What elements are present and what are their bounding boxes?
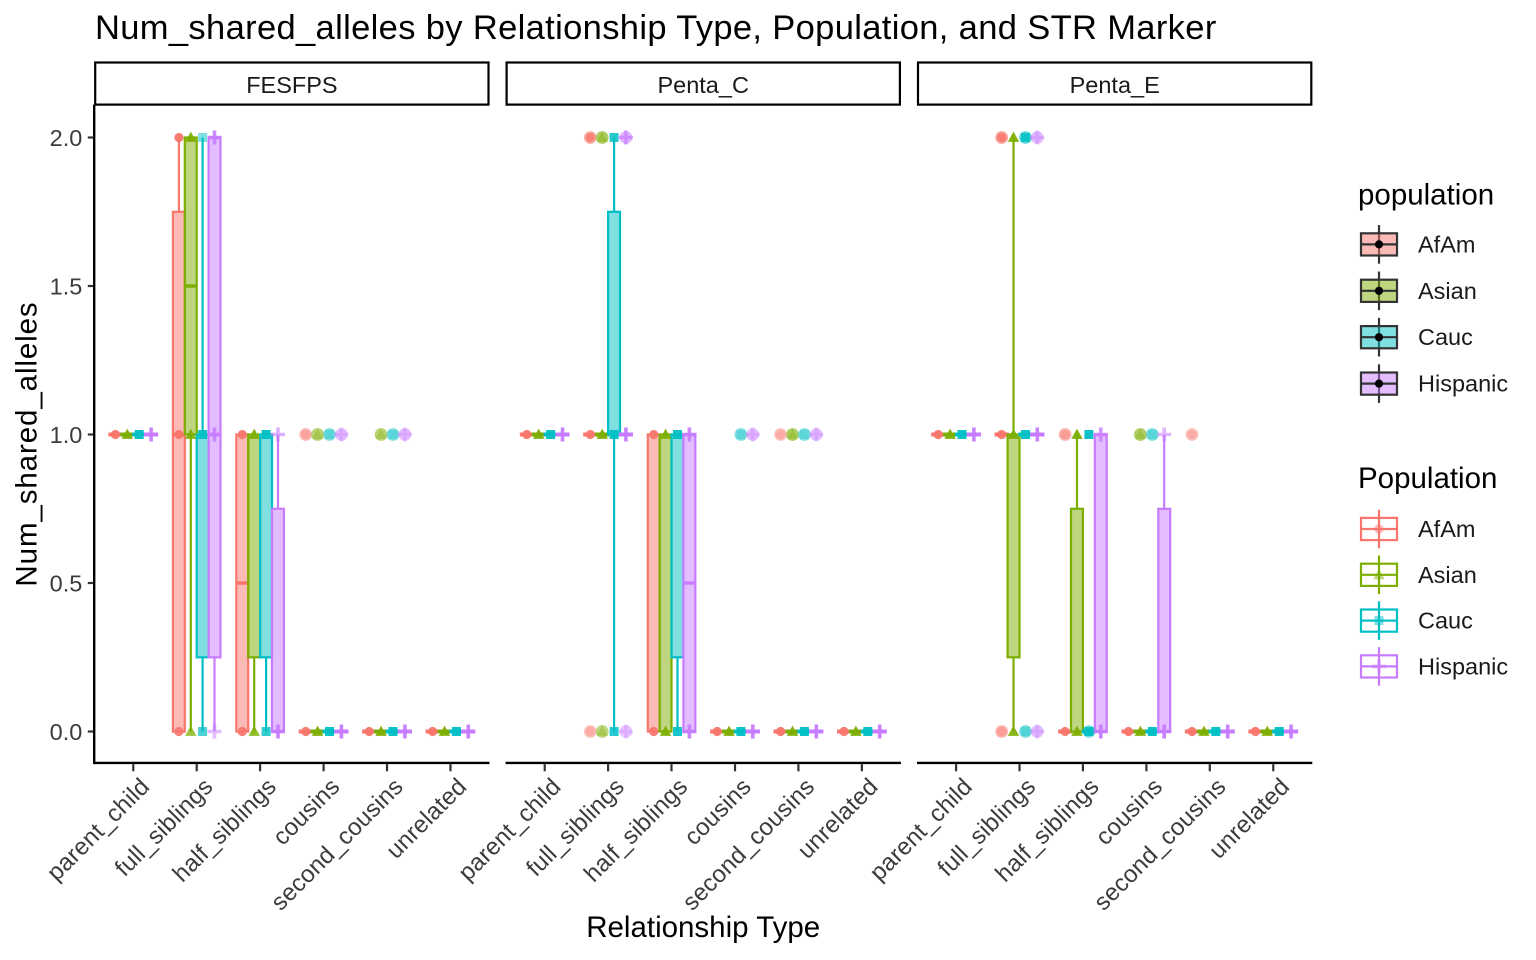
svg-text:Asian: Asian — [1418, 278, 1477, 304]
svg-text:0.5: 0.5 — [50, 570, 83, 596]
svg-text:Relationship Type: Relationship Type — [586, 911, 820, 944]
svg-text:0.0: 0.0 — [50, 719, 83, 745]
svg-text:AfAm: AfAm — [1418, 516, 1475, 542]
svg-text:Cauc: Cauc — [1418, 324, 1473, 350]
svg-text:2.0: 2.0 — [50, 125, 83, 151]
svg-text:Asian: Asian — [1418, 562, 1477, 588]
svg-text:Penta_C: Penta_C — [657, 72, 748, 98]
svg-text:Penta_E: Penta_E — [1070, 72, 1160, 98]
svg-text:Population: Population — [1358, 462, 1497, 495]
svg-text:population: population — [1358, 179, 1494, 212]
svg-text:1.0: 1.0 — [50, 422, 83, 448]
svg-text:Cauc: Cauc — [1418, 608, 1473, 634]
svg-text:Hispanic: Hispanic — [1418, 653, 1508, 679]
svg-text:AfAm: AfAm — [1418, 231, 1475, 257]
svg-text:Hispanic: Hispanic — [1418, 371, 1508, 397]
svg-text:1.5: 1.5 — [50, 273, 83, 299]
svg-text:Num_shared_alleles: Num_shared_alleles — [11, 301, 44, 586]
svg-text:Num_shared_alleles by Relation: Num_shared_alleles by Relationship Type,… — [95, 9, 1217, 47]
svg-text:FESFPS: FESFPS — [246, 72, 337, 98]
